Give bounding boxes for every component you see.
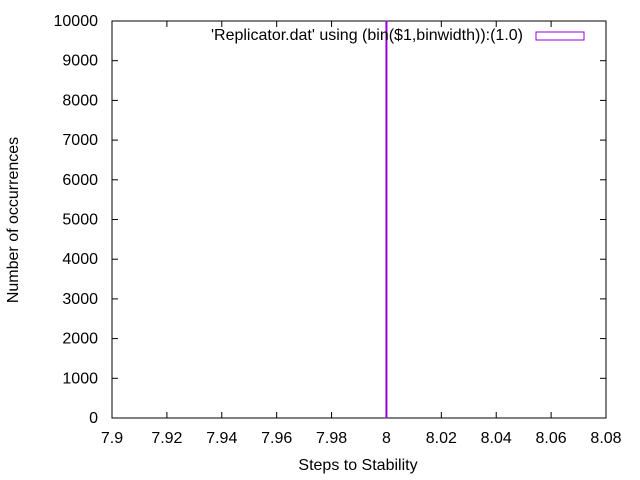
y-axis-ticks: 0 1000 2000 3000 4000 5000 6000 7000 8000 9000 100…	[54, 13, 606, 427]
legend: 'Replicator.dat' using (bin($1,binwidth)…	[211, 27, 585, 44]
x-tick-label: 7.98	[316, 430, 347, 447]
x-tick-label: 7.94	[206, 430, 237, 447]
y-tick-label: 9000	[62, 53, 98, 70]
x-axis-ticks: 7.9 7.92 7.94 7.96 7.98 8 8.02 8.04 8.06 8.08	[101, 21, 622, 447]
y-axis-label: Number of occurrences	[5, 137, 22, 303]
plot-frame	[111, 20, 607, 419]
x-tick-label: 8.04	[481, 430, 512, 447]
y-tick-label: 7000	[62, 132, 98, 149]
x-tick-label: 7.96	[261, 430, 292, 447]
y-tick-label: 2000	[62, 331, 98, 348]
legend-swatch	[535, 31, 585, 41]
y-tick-label: 4000	[62, 251, 98, 268]
y-tick-label: 1000	[62, 370, 98, 387]
legend-label: 'Replicator.dat' using (bin($1,binwidth)…	[211, 27, 523, 44]
y-tick-label: 6000	[62, 172, 98, 189]
x-tick-label: 8.06	[536, 430, 567, 447]
x-tick-label: 8.02	[426, 430, 457, 447]
y-tick-label: 10000	[54, 13, 99, 30]
y-tick-label: 8000	[62, 92, 98, 109]
y-tick-label: 3000	[62, 291, 98, 308]
histogram-bar	[385, 20, 388, 419]
x-tick-label: 7.9	[101, 430, 123, 447]
x-tick-label: 8.08	[590, 430, 621, 447]
histogram-bars	[385, 20, 388, 419]
y-tick-label: 5000	[62, 212, 98, 229]
x-axis-label: Steps to Stability	[298, 457, 417, 474]
x-tick-label: 8	[382, 430, 391, 447]
x-tick-label: 7.92	[151, 430, 182, 447]
y-tick-label: 0	[89, 410, 98, 427]
